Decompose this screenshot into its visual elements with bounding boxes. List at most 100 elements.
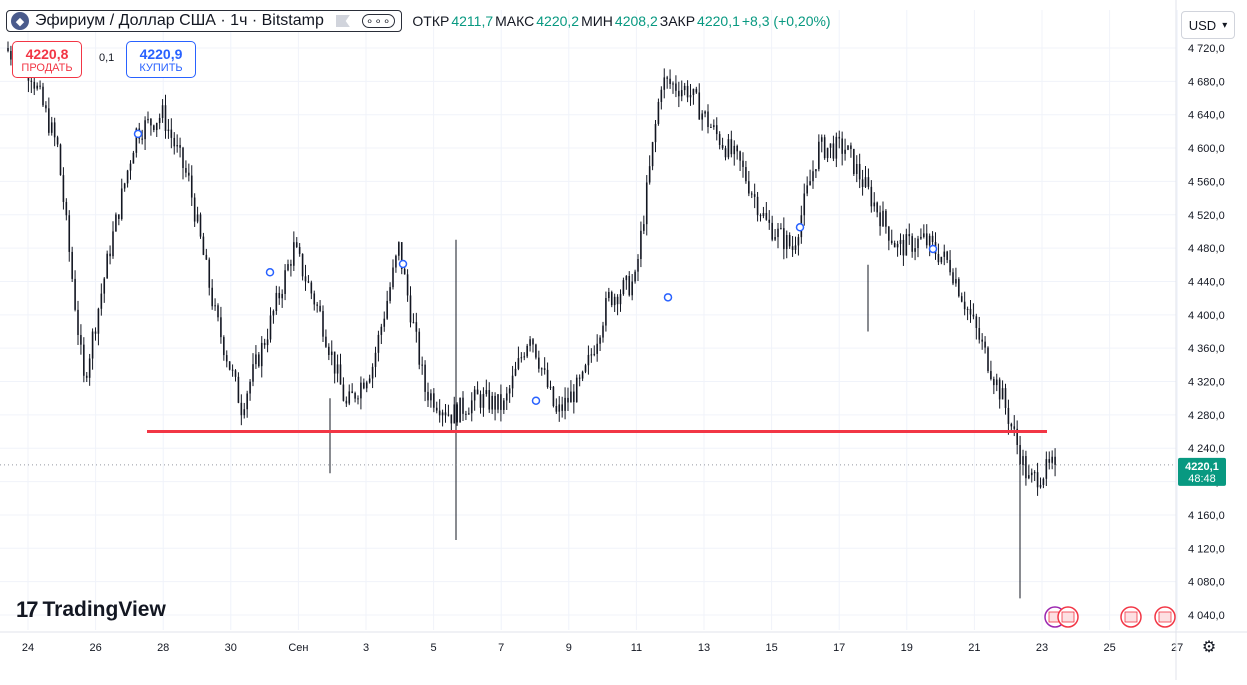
candle-body xyxy=(873,202,876,207)
us-event-flag-icon xyxy=(1158,611,1172,623)
candle-body xyxy=(368,378,371,383)
candle-body xyxy=(584,365,587,372)
event-marker[interactable] xyxy=(265,268,275,277)
candle-body xyxy=(914,248,916,252)
event-marker[interactable] xyxy=(663,293,673,302)
candle-body xyxy=(654,123,657,143)
x-tick-label: Сен xyxy=(288,642,308,654)
candle-body xyxy=(698,92,701,120)
high-label: МАКС xyxy=(495,13,535,29)
symbol-legend: ◆ Эфириум / Доллар США · 1ч · Bitstamp ∘… xyxy=(6,10,831,32)
x-tick-label: 25 xyxy=(1103,642,1115,654)
candle-body xyxy=(415,322,418,332)
candle-body xyxy=(750,193,753,195)
x-tick-label: 27 xyxy=(1171,642,1183,654)
candle-body xyxy=(1030,472,1033,476)
candle-body xyxy=(701,113,703,120)
candle-body xyxy=(640,230,642,260)
candle-body xyxy=(500,394,502,410)
candle-body xyxy=(812,171,814,182)
candle-body xyxy=(578,377,581,379)
candle-body xyxy=(357,398,359,400)
candle-body xyxy=(363,382,365,389)
candle-body xyxy=(287,264,289,271)
candle-body xyxy=(818,141,820,170)
candle-body xyxy=(392,267,394,288)
candle-body xyxy=(616,296,619,305)
candle-body xyxy=(783,228,785,250)
event-marker[interactable] xyxy=(795,223,805,232)
x-tick-label: 15 xyxy=(765,642,777,654)
candle-body xyxy=(899,239,902,244)
candle-body xyxy=(365,382,368,389)
event-marker[interactable] xyxy=(133,129,143,139)
candle-body xyxy=(581,371,584,379)
candle-body xyxy=(190,175,193,198)
settings-icon[interactable]: ⚙ xyxy=(1201,639,1217,656)
candle-body xyxy=(672,83,674,85)
candle-body xyxy=(1054,456,1056,465)
candle-body xyxy=(453,404,456,424)
candle-body xyxy=(660,89,663,102)
tradingview-logo[interactable]: 17 TradingView xyxy=(16,597,166,623)
candle-body xyxy=(920,236,922,239)
candle-body xyxy=(908,234,911,237)
candle-body xyxy=(1022,456,1024,466)
candle-body xyxy=(669,78,671,85)
tradingview-mark-icon: 17 xyxy=(16,597,39,622)
candle-body xyxy=(109,253,111,257)
candle-body xyxy=(255,354,257,365)
symbol-selector[interactable]: ◆ Эфириум / Доллар США · 1ч · Bitstamp ∘… xyxy=(6,10,403,32)
candle-body xyxy=(310,282,313,294)
event-marker[interactable] xyxy=(398,259,408,269)
candle-body xyxy=(876,202,878,213)
candle-body xyxy=(497,394,499,410)
candle-body xyxy=(403,268,406,275)
candle-body xyxy=(85,375,88,378)
candle-body xyxy=(473,389,476,401)
candle-body xyxy=(199,214,202,237)
candle-body xyxy=(269,315,272,340)
candle-body xyxy=(243,409,246,416)
candle-body xyxy=(710,127,712,129)
sell-label: ПРОДАТЬ xyxy=(21,61,73,74)
sell-button[interactable]: 4220,8 ПРОДАТЬ xyxy=(12,41,82,78)
candle-body xyxy=(870,186,873,207)
y-tick-label: 4 320,0 xyxy=(1188,377,1225,389)
candle-body xyxy=(969,308,972,315)
candle-body xyxy=(718,134,721,145)
event-marker[interactable] xyxy=(531,396,541,405)
candle-body xyxy=(1045,459,1048,479)
candle-body xyxy=(599,337,601,344)
candle-body xyxy=(692,88,695,96)
candle-body xyxy=(858,163,861,180)
chevron-down-icon: ▾ xyxy=(1222,19,1228,31)
more-icon[interactable]: ∘∘∘ xyxy=(361,14,396,28)
candle-body xyxy=(675,83,677,91)
currency-selector[interactable]: USD ▾ xyxy=(1181,11,1235,39)
candle-body xyxy=(161,105,164,118)
open-value: 4211,7 xyxy=(451,13,494,29)
buy-button[interactable]: 4220,9 КУПИТЬ xyxy=(126,41,196,78)
candle-body xyxy=(748,181,750,194)
candle-body xyxy=(780,228,782,230)
event-marker[interactable] xyxy=(928,244,938,254)
candle-body xyxy=(418,331,421,365)
candle-body xyxy=(721,144,724,149)
x-tick-label: 24 xyxy=(22,642,34,654)
candle-body xyxy=(328,346,330,356)
candle-body xyxy=(651,142,654,167)
y-tick-label: 4 040,0 xyxy=(1188,610,1225,622)
candle-body xyxy=(74,278,76,310)
candle-body xyxy=(220,317,222,338)
candle-body xyxy=(30,80,33,82)
candle-body xyxy=(39,85,41,87)
candle-body xyxy=(147,118,149,121)
candle-body xyxy=(829,143,832,148)
flag-icon[interactable] xyxy=(335,15,350,27)
candle-body xyxy=(10,51,12,60)
candle-body xyxy=(406,274,409,296)
candle-body xyxy=(867,177,870,187)
